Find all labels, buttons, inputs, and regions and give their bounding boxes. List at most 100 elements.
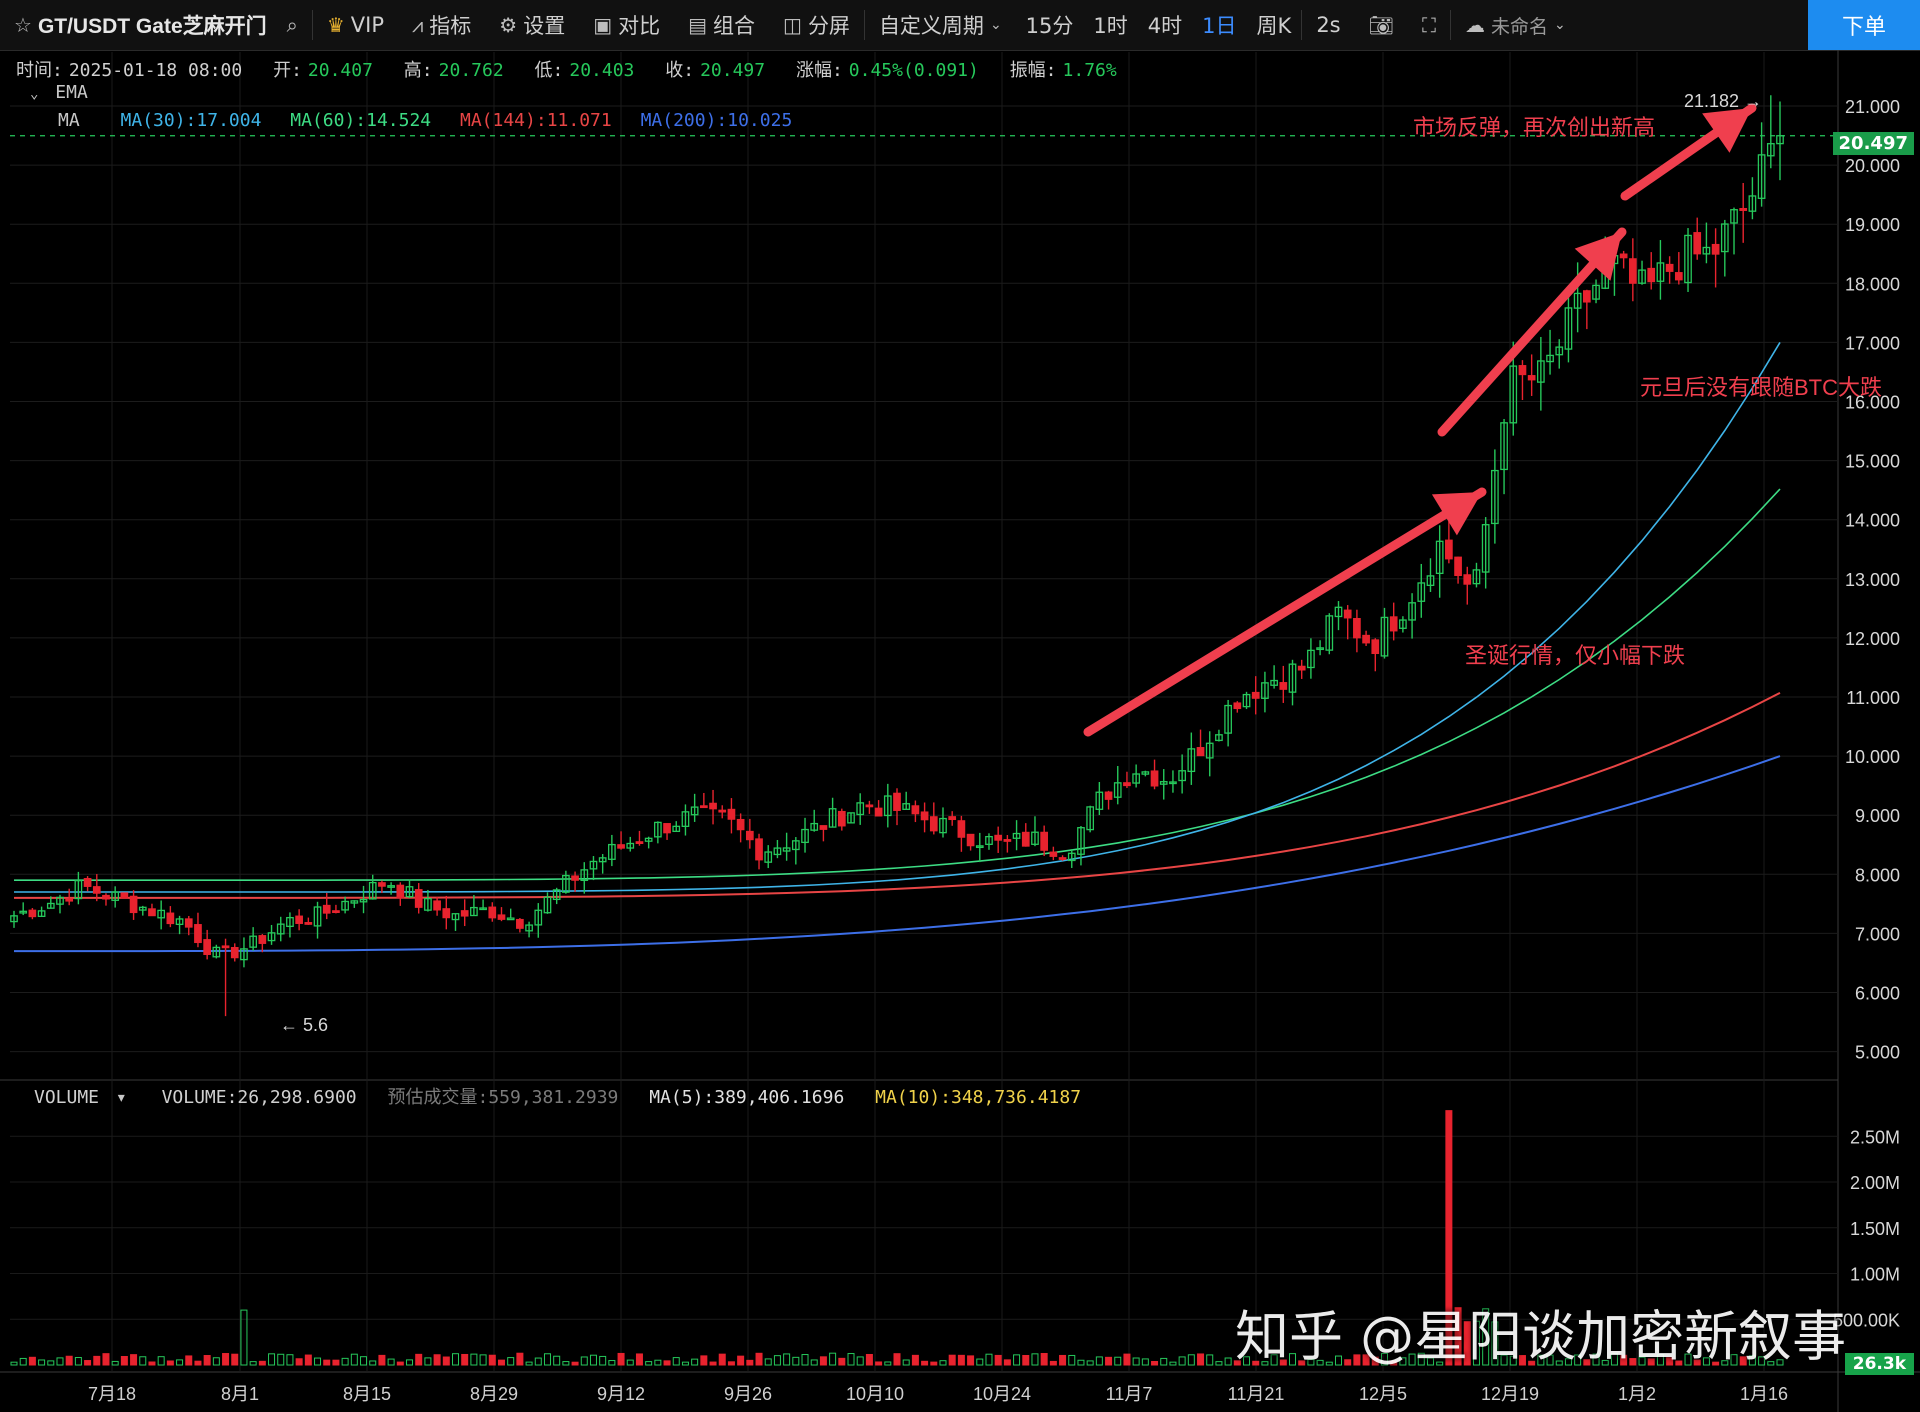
split-button[interactable]: ◫ 分屏 — [769, 0, 864, 50]
volume-bar — [801, 1354, 809, 1366]
period-15m[interactable]: 15分 — [1016, 0, 1084, 50]
candle-body — [240, 948, 248, 961]
open-label: 开: — [273, 60, 302, 81]
candle-body — [617, 844, 625, 849]
cloud-name-label: 未命名 — [1491, 15, 1549, 38]
volume-bar — [534, 1357, 542, 1366]
volume-tick-label: 2.00M — [1850, 1173, 1900, 1193]
fullscreen-button[interactable]: ⛶ — [1408, 0, 1450, 50]
ma-label: MA — [58, 110, 80, 131]
refresh-interval[interactable]: 2s — [1302, 0, 1354, 50]
volume-bar — [304, 1354, 312, 1366]
ma60-line — [14, 488, 1781, 882]
volume-bar — [1638, 1356, 1646, 1366]
candle-body — [1417, 582, 1426, 602]
settings-button[interactable]: ⚙ 设置 — [485, 0, 579, 50]
volume-bar — [994, 1354, 1002, 1366]
volume-bar — [1279, 1359, 1287, 1366]
cloud-icon: ☁ — [1465, 13, 1486, 37]
candle-body — [230, 946, 239, 959]
indicators-button[interactable]: ⩘ 指标 — [398, 0, 485, 50]
period-1h[interactable]: 1时 — [1083, 0, 1137, 50]
zhihu-watermark: 知乎 @星阳谈加密新叙事 — [1235, 1305, 1847, 1368]
price-tick-label: 21.000 — [1845, 97, 1900, 117]
candle-body — [194, 924, 202, 944]
volume-bar — [1620, 1354, 1628, 1366]
candle-body — [874, 807, 883, 817]
ma-legend[interactable]: MA MA(30):17.004 MA(60):14.524 MA(144):1… — [58, 110, 798, 131]
volume-bar — [442, 1356, 450, 1366]
x-tick-label: 1月16 — [1740, 1384, 1788, 1404]
top-toolbar: ☆ GT/USDT Gate芝麻开门 ⌕ ♛ VIP ⩘ 指标 ⚙ 设置 ▣ 对… — [0, 0, 1920, 51]
candle-body — [1012, 832, 1021, 839]
volume-bar — [1114, 1356, 1122, 1366]
caret-down-icon[interactable]: ▾ — [115, 1087, 127, 1108]
volume-bar — [783, 1353, 791, 1366]
volume-bar — [84, 1360, 92, 1366]
volume-bar — [38, 1359, 46, 1366]
combo-icon: ▤ — [688, 13, 708, 37]
candle-body — [1537, 360, 1545, 383]
volume-bar — [967, 1355, 975, 1366]
volume-bar — [1445, 1110, 1453, 1366]
candle-body — [65, 898, 74, 902]
custom-period-dropdown[interactable]: 自定义周期 ⌄ — [865, 0, 1016, 50]
candle-body — [120, 892, 129, 899]
volume-indicator-name[interactable]: VOLUME — [34, 1087, 100, 1108]
star-icon[interactable]: ☆ — [14, 13, 32, 37]
volume-bar — [1160, 1357, 1168, 1366]
volume-bar — [819, 1356, 827, 1366]
volume-bar — [166, 1360, 174, 1366]
volume-bar — [1390, 1360, 1398, 1366]
volume-ma10: MA(10):348,736.4187 — [875, 1087, 1082, 1108]
annotation-christmas: 圣诞行情，仅小幅下跌 — [1465, 643, 1686, 668]
candle-body — [893, 792, 901, 811]
candle-body — [1058, 857, 1067, 860]
candle-body — [1757, 154, 1766, 199]
search-icon[interactable]: ⌕ — [286, 13, 298, 37]
volume-bar — [1095, 1356, 1103, 1366]
cloud-layout-dropdown[interactable]: ☁ 未命名 ⌄ — [1451, 0, 1580, 50]
candle-body — [304, 922, 313, 925]
candle-body — [1500, 422, 1508, 471]
arrow-2-head — [1574, 232, 1622, 281]
candle-body — [598, 857, 607, 863]
candle-body — [1454, 556, 1462, 577]
volume-bar — [185, 1355, 193, 1366]
period-1d[interactable]: 1日 — [1192, 0, 1246, 50]
candle-body — [1481, 524, 1490, 573]
volume-bar — [746, 1359, 754, 1366]
combo-button[interactable]: ▤ 组合 — [674, 0, 769, 50]
candle-body — [1325, 615, 1334, 651]
compare-button[interactable]: ▣ 对比 — [579, 0, 674, 50]
annotation-no-btc-drop: 元旦后没有跟随BTC大跌 — [1640, 375, 1883, 400]
order-button[interactable]: 下单 — [1808, 0, 1920, 50]
symbol-title[interactable]: GT/USDT Gate芝麻开门 — [37, 15, 267, 38]
candle-body — [322, 904, 331, 914]
candle-body — [1077, 827, 1085, 855]
candle-body — [718, 809, 727, 813]
candle-body — [1408, 602, 1416, 621]
favorite-symbol[interactable]: ☆ GT/USDT Gate芝麻开门 ⌕ — [0, 0, 312, 50]
period-4h[interactable]: 4时 — [1138, 0, 1192, 50]
volume-bar — [1132, 1357, 1140, 1366]
volume-bar — [10, 1361, 18, 1366]
period-week[interactable]: 周K — [1247, 0, 1302, 50]
candle-body — [1730, 209, 1738, 224]
volume-bar — [1702, 1357, 1710, 1366]
screenshot-button[interactable]: 📷︎ — [1355, 0, 1408, 50]
candle-body — [828, 808, 837, 828]
volume-bar — [580, 1356, 588, 1366]
volume-bar — [1546, 1354, 1554, 1366]
vip-button[interactable]: ♛ VIP — [313, 0, 398, 50]
volume-bar — [231, 1353, 239, 1366]
candle-body — [46, 902, 55, 909]
candle-body — [1003, 839, 1012, 842]
ema-legend[interactable]: ⌄ EMA — [30, 82, 94, 103]
volume-bar — [1187, 1354, 1195, 1366]
candle-body — [1619, 253, 1628, 259]
volume-bar — [525, 1361, 533, 1366]
volume-bar — [1730, 1354, 1738, 1366]
price-tick-label: 5.000 — [1855, 1043, 1900, 1063]
